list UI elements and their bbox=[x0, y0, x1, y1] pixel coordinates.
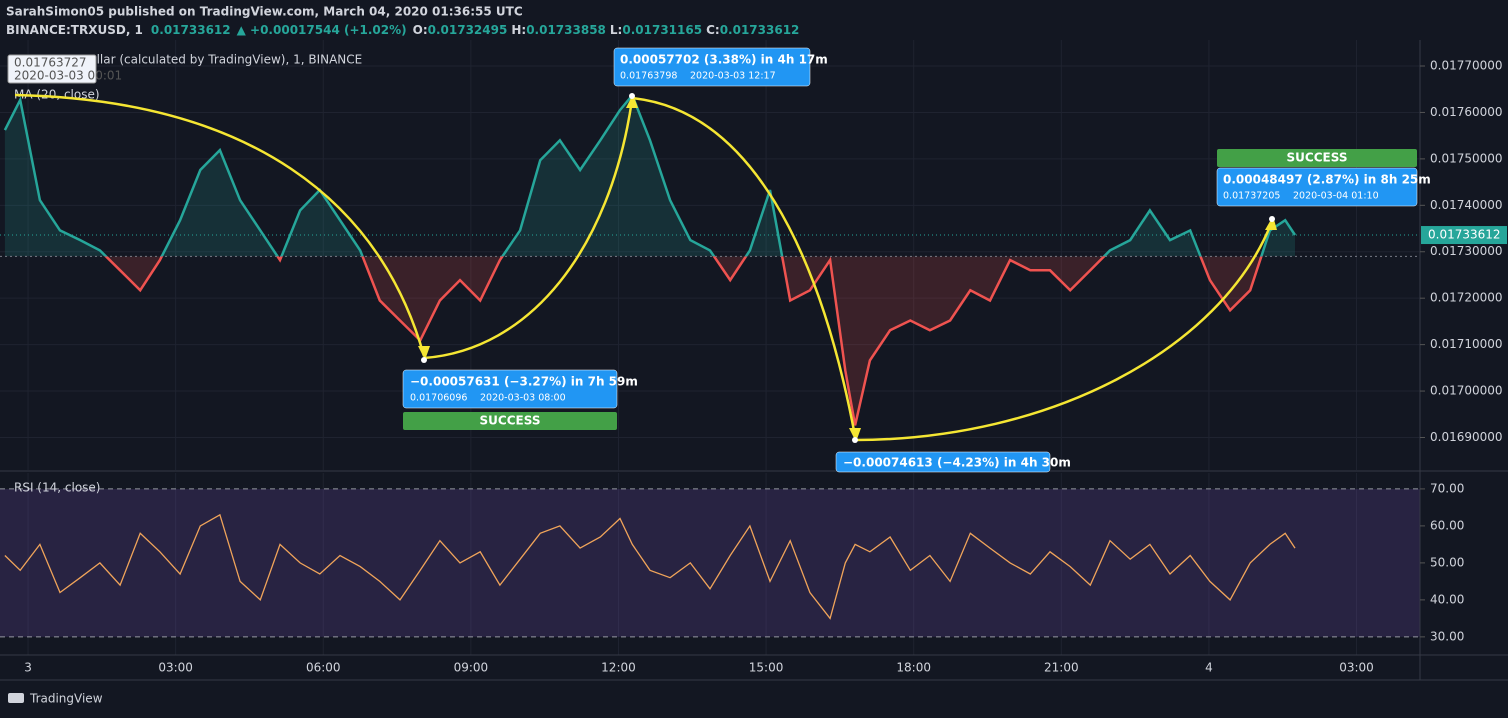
x-tick-label: 21:00 bbox=[1044, 661, 1079, 675]
last: 0.01733612 bbox=[151, 23, 231, 37]
x-tick-label: 09:00 bbox=[454, 661, 489, 675]
leg1-change: −0.00057631 (−3.27%) in 7h 59m bbox=[410, 375, 638, 389]
series-title: Dollar (calculated by TradingView), 1, B… bbox=[80, 53, 362, 67]
publisher: SarahSimon05 published on TradingView.co… bbox=[6, 5, 523, 19]
x-tick-label: 12:00 bbox=[601, 661, 636, 675]
y-tick-label: 0.01690000 bbox=[1430, 430, 1503, 444]
arrow bbox=[854, 223, 1273, 442]
arrowhead bbox=[849, 428, 861, 442]
axes: 3 03:00 06:00 09:00 12:00 15:00 18:00 21:00 4 03:… bbox=[24, 59, 1507, 675]
area-down bbox=[105, 256, 1262, 426]
anchor-dots bbox=[421, 93, 1275, 443]
footer: TradingView bbox=[29, 692, 103, 706]
leg2-price: 0.01763798 bbox=[620, 71, 677, 82]
leg4-success bbox=[1217, 149, 1417, 167]
c-value: 0.01733612 bbox=[720, 23, 800, 37]
plot bbox=[0, 92, 1420, 638]
leg3-change: −0.00074613 (−4.23%) in 4h 30m bbox=[843, 456, 1071, 470]
logo-mark bbox=[8, 693, 24, 703]
x-tick-label: 4 bbox=[1205, 661, 1213, 675]
y-tick-label: 60.00 bbox=[1430, 518, 1464, 532]
o-value: 0.01732495 bbox=[428, 23, 508, 37]
anchor bbox=[1269, 216, 1275, 222]
change: ▲ +0.00017544 (+1.02%) bbox=[237, 23, 407, 37]
c-label: C: bbox=[706, 23, 720, 37]
leg1-time: 2020-03-03 08:00 bbox=[480, 393, 566, 404]
arrows bbox=[14, 93, 1273, 442]
leg4-status: SUCCESS bbox=[1287, 151, 1348, 165]
leg1-success bbox=[403, 412, 617, 430]
x-tick-label: 18:00 bbox=[896, 661, 931, 675]
arrowhead bbox=[418, 346, 430, 360]
rsi-band bbox=[0, 488, 1420, 637]
start-box bbox=[7, 54, 97, 84]
y-tick-label: 0.01720000 bbox=[1430, 291, 1503, 305]
leg2-box bbox=[613, 47, 811, 87]
leg3-box bbox=[835, 451, 1051, 473]
anchor bbox=[852, 437, 858, 443]
logo bbox=[8, 693, 24, 703]
rsi-line bbox=[4, 513, 1296, 620]
rsi-legend: RSI (14, close) bbox=[14, 481, 100, 495]
leg2-change: 0.00057702 (3.38%) in 4h 17m bbox=[620, 53, 828, 67]
leg4-change: 0.00048497 (2.87%) in 8h 25m bbox=[1223, 173, 1431, 187]
h-value: 0.01733858 bbox=[526, 23, 606, 37]
last-price-box bbox=[1421, 226, 1507, 245]
x-tick-label: 06:00 bbox=[306, 661, 341, 675]
y-tick-label: 0.01740000 bbox=[1430, 198, 1503, 212]
y-tick-label: 40.00 bbox=[1430, 592, 1464, 606]
symbol-line: BINANCE:TRXUSD, 1 0.01733612 ▲ +0.00017544… bbox=[6, 23, 799, 37]
y-tick-label: 0.01710000 bbox=[1430, 337, 1503, 351]
x-tick-label: 03:00 bbox=[1339, 661, 1374, 675]
h-label: H: bbox=[511, 23, 526, 37]
leg4-box bbox=[1216, 167, 1418, 207]
o-label: O: bbox=[413, 23, 428, 37]
x-tick-label: 3 bbox=[24, 661, 32, 675]
arrow bbox=[14, 93, 426, 357]
y-tick-label: 30.00 bbox=[1430, 629, 1464, 643]
leg1-price: 0.01706096 bbox=[410, 393, 467, 404]
y-tick-label: 0.01700000 bbox=[1430, 384, 1503, 398]
line-up bbox=[3, 92, 1297, 257]
y-tick-label: 0.01760000 bbox=[1430, 105, 1503, 119]
anchor bbox=[421, 357, 427, 363]
leg2-time: 2020-03-03 12:17 bbox=[690, 71, 776, 82]
arrow bbox=[423, 99, 634, 360]
leg1-status: SUCCESS bbox=[480, 414, 541, 428]
symbol: BINANCE:TRXUSD, 1 bbox=[6, 23, 143, 37]
x-tick-label: 15:00 bbox=[749, 661, 784, 675]
y-tick-label: 0.01730000 bbox=[1430, 244, 1503, 258]
area-up bbox=[4, 95, 1296, 257]
leg4-price: 0.01737205 bbox=[1223, 191, 1280, 202]
line-down bbox=[104, 256, 1263, 426]
start-price: 0.01763727 bbox=[14, 56, 87, 70]
l-label: L: bbox=[610, 23, 622, 37]
leg1-box bbox=[402, 369, 618, 409]
start-time: 2020-03-03 00:01 bbox=[14, 69, 122, 83]
leg4-time: 2020-03-04 01:10 bbox=[1293, 191, 1379, 202]
arrowhead bbox=[626, 94, 638, 108]
last-price-label: 0.01733612 bbox=[1428, 228, 1501, 242]
arrow bbox=[631, 96, 857, 437]
anchor bbox=[629, 93, 635, 99]
y-tick-label: 0.01750000 bbox=[1430, 151, 1503, 165]
x-tick-label: 03:00 bbox=[158, 661, 193, 675]
y-tick-label: 70.00 bbox=[1430, 481, 1464, 495]
y-tick-label: 0.01770000 bbox=[1430, 59, 1503, 73]
y-tick-label: 50.00 bbox=[1430, 555, 1464, 569]
l-value: 0.01731165 bbox=[622, 23, 702, 37]
